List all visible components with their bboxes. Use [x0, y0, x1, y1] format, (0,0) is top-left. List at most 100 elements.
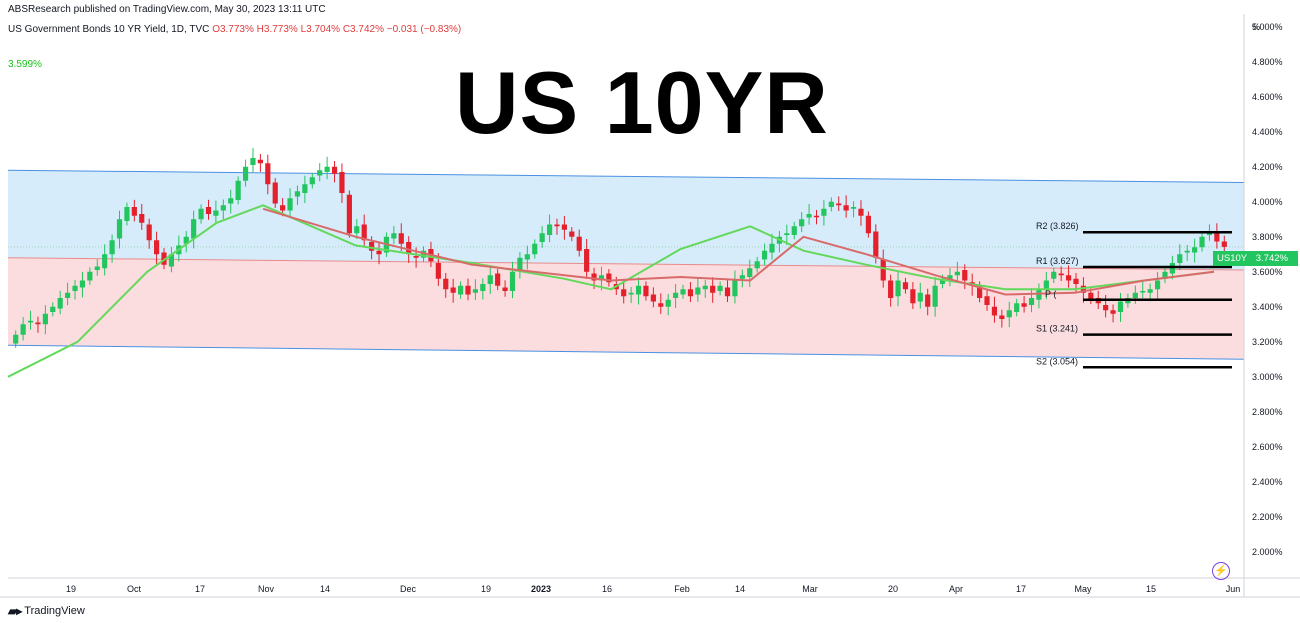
candle-body: [1221, 241, 1227, 247]
candle-body: [131, 207, 137, 216]
candle-body: [702, 285, 708, 290]
candle-body: [265, 163, 271, 185]
candle-body: [1184, 250, 1190, 253]
candle-body: [799, 219, 805, 227]
candle-body: [398, 233, 404, 244]
tradingview-label: TradingView: [24, 605, 85, 617]
pivot-label: P (: [1045, 289, 1056, 299]
candle-body: [220, 205, 226, 211]
candle-body: [747, 268, 753, 277]
y-tick-label: 3.000%: [1252, 372, 1283, 382]
candle-body: [1154, 280, 1161, 290]
candle-body: [865, 215, 871, 234]
channel-bottom-line: [7, 344, 1245, 360]
candle-body: [191, 219, 197, 239]
candle-body: [1199, 236, 1205, 248]
x-tick-label: Nov: [258, 584, 275, 594]
x-tick-label: 14: [320, 584, 330, 594]
candle-body: [791, 226, 797, 235]
tradingview-brand: ▰▸ TradingView: [8, 604, 85, 618]
candle-body: [50, 306, 56, 312]
candle-body: [1132, 292, 1138, 298]
pivot-label: R2 (3.826): [1036, 221, 1079, 231]
y-axis-unit: %: [1252, 22, 1260, 32]
candle-body: [1147, 289, 1153, 293]
y-tick-label: 4.400%: [1252, 127, 1283, 137]
candle-body: [977, 285, 983, 298]
candle-body: [895, 280, 901, 297]
x-tick-label: 14: [735, 584, 745, 594]
candle-body: [480, 284, 486, 291]
candle-body: [821, 208, 827, 216]
last-price-tag: US10Y 3.742%: [1213, 251, 1298, 266]
candle-body: [643, 285, 649, 297]
y-tick-label: 2.400%: [1252, 477, 1283, 487]
candle-body: [947, 275, 953, 281]
candle-body: [1088, 292, 1094, 300]
candle-body: [932, 285, 938, 307]
ohlc-values: O3.773% H3.773% L3.704% C3.742% −0.031 (…: [212, 24, 462, 35]
candle-body: [695, 287, 701, 295]
candle-body: [576, 236, 582, 251]
lightning-icon[interactable]: ⚡: [1212, 562, 1230, 580]
candle-body: [991, 306, 998, 316]
candle-body: [302, 184, 308, 193]
candle-body: [102, 254, 108, 269]
y-tick-label: 2.800%: [1252, 407, 1283, 417]
candle-body: [487, 275, 493, 284]
symbol-name: US Government Bonds 10 YR Yield, 1D, TVC: [8, 24, 210, 35]
candle-body: [554, 224, 560, 227]
candle-body: [650, 294, 656, 302]
candle-body: [984, 296, 990, 305]
candle-body: [843, 205, 849, 211]
publish-line: ABSResearch published on TradingView.com…: [8, 4, 326, 15]
y-tick-label: 5.000%: [1252, 22, 1283, 32]
candle-body: [257, 159, 263, 164]
candle-body: [754, 261, 760, 269]
candle-body: [391, 233, 397, 239]
candle-body: [1110, 310, 1116, 314]
candle-body: [109, 240, 115, 255]
channel-mid-line: [7, 257, 1245, 271]
candle-body: [465, 285, 471, 295]
candle-body: [546, 224, 553, 235]
sma-red-line: [262, 207, 1215, 296]
candle-body: [309, 177, 315, 185]
candle-body: [806, 214, 812, 218]
candle-body: [561, 224, 567, 230]
moving-average-value: 3.599%: [8, 59, 42, 70]
candle-body: [406, 242, 412, 255]
x-tick-label: Jun: [1226, 584, 1241, 594]
candle-body: [710, 285, 716, 293]
candle-body: [1006, 310, 1012, 318]
symbol-info: US Government Bonds 10 YR Yield, 1D, TVC…: [8, 24, 461, 35]
y-tick-label: 2.200%: [1252, 512, 1283, 522]
candle-body: [161, 252, 167, 265]
candle-body: [354, 226, 360, 234]
x-tick-label: 20: [888, 584, 898, 594]
candle-body: [925, 294, 931, 307]
candle-body: [250, 158, 256, 165]
candle-body: [124, 207, 130, 221]
y-tick-label: 2.000%: [1252, 547, 1283, 557]
candle-body: [272, 182, 278, 204]
candle-body: [116, 219, 123, 239]
candle-body: [287, 198, 293, 211]
chart-headline: US 10YR: [455, 53, 829, 152]
candle-body: [420, 250, 427, 258]
candle-body: [35, 322, 41, 325]
channel-upper-zone: [8, 170, 1244, 270]
candle-body: [717, 285, 723, 291]
candle-body: [139, 214, 145, 223]
candle-body: [146, 224, 152, 241]
candle-body: [72, 285, 78, 291]
candle-body: [850, 207, 857, 209]
y-tick-label: 4.200%: [1252, 162, 1283, 172]
candle-body: [153, 240, 160, 255]
candle-body: [635, 285, 642, 295]
x-tick-label: Mar: [802, 584, 818, 594]
x-tick-label: 15: [1146, 584, 1156, 594]
candle-body: [1117, 301, 1124, 312]
candle-body: [376, 250, 382, 255]
